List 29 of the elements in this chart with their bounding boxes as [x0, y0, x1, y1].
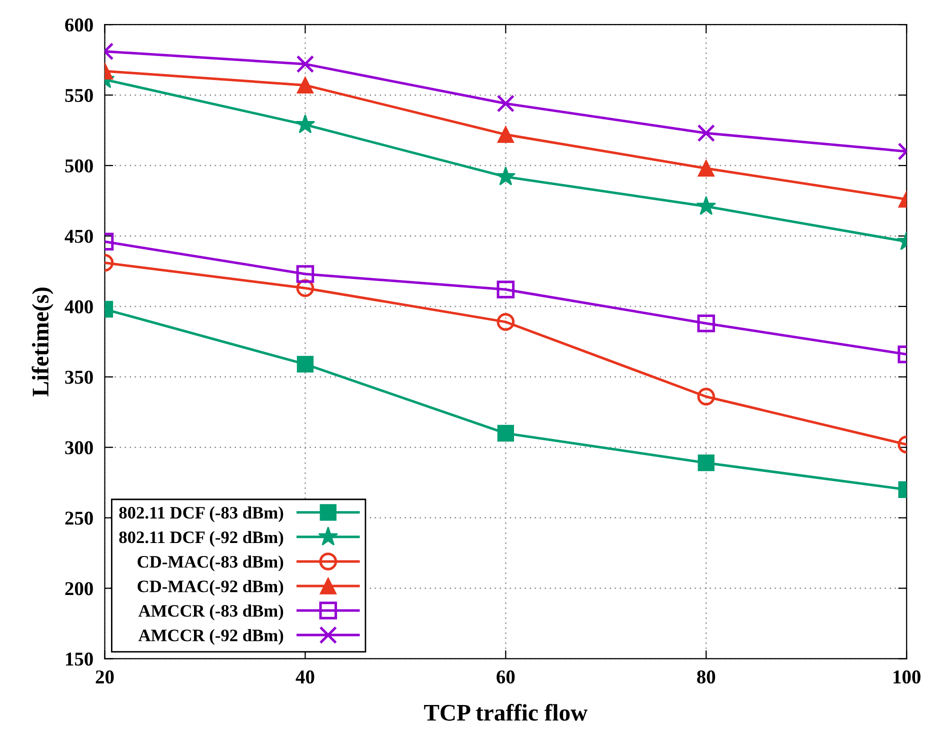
x-tick-label: 40 [296, 670, 314, 684]
legend-label: CD-MAC(-83 dBm) [138, 555, 284, 572]
y-tick-label: 450 [64, 230, 93, 243]
point [496, 166, 516, 186]
point [496, 280, 515, 298]
point [496, 313, 515, 331]
x-tick-label: 60 [496, 670, 515, 684]
legend-label: AMCCR (-92 dBm) [138, 629, 284, 645]
legend-label: CD-MAC(-92 dBm) [138, 580, 284, 596]
legend-label: AMCCR (-83 dBm) [138, 604, 284, 620]
x-tick-label: 20 [96, 670, 114, 684]
y-tick-label: 600 [65, 18, 93, 32]
x-axis-title: TCP traffic flow [424, 704, 588, 721]
y-tick-label: 150 [66, 652, 93, 666]
x-tick-label: 80 [697, 670, 716, 684]
point [496, 94, 515, 112]
y-tick-label: 500 [65, 159, 93, 172]
y-tick-label: 350 [65, 370, 93, 384]
point [497, 126, 514, 143]
y-tick-label: 300 [65, 441, 93, 454]
y-tick-label: 250 [65, 512, 93, 525]
y-tick-label: 400 [64, 300, 93, 314]
y-tick-label: 200 [65, 582, 93, 596]
x-tick-label: 100 [894, 670, 920, 684]
y-axis-title: Lifetime(s) [32, 288, 54, 396]
point [497, 424, 514, 442]
y-tick-label: 550 [65, 88, 93, 102]
legend-label: 802.11 DCF (-92 dBm) [119, 530, 284, 547]
legend-label: 802.11 DCF (-83 dBm) [119, 506, 284, 522]
